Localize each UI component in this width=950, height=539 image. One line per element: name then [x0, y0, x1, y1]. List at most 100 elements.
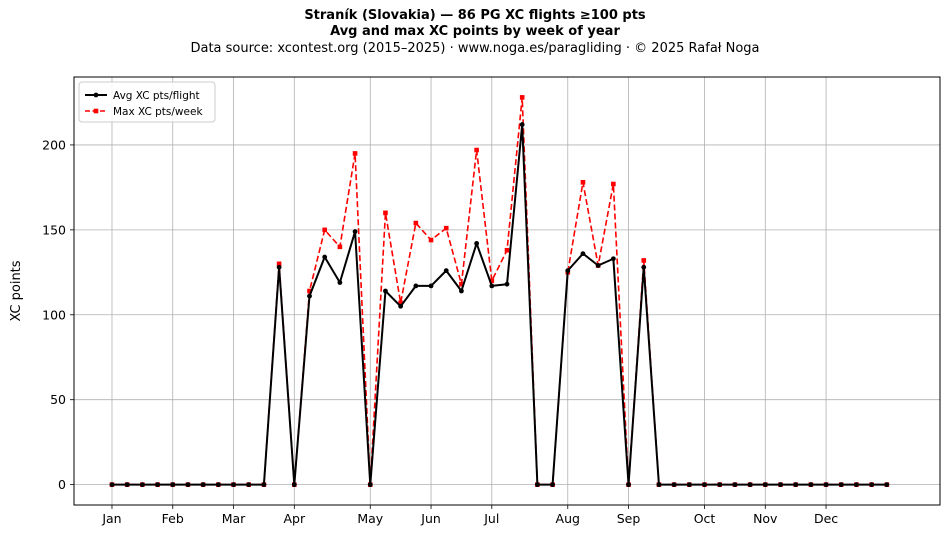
- data-point: [276, 261, 282, 267]
- data-point: [778, 482, 783, 488]
- data-point: [352, 229, 358, 234]
- data-point: [337, 244, 343, 250]
- x-tick-label: Jul: [483, 511, 499, 526]
- x-tick-label: Feb: [162, 511, 184, 526]
- data-point: [474, 241, 480, 246]
- data-point: [261, 482, 267, 488]
- series-avg: [109, 122, 890, 488]
- data-point: [443, 268, 449, 274]
- data-point: [580, 251, 586, 257]
- data-point: [459, 281, 464, 287]
- x-tick-label: Sep: [617, 511, 641, 526]
- chart-subtitle: Avg and max XC points by week of year: [330, 24, 620, 39]
- data-point: [504, 281, 510, 287]
- data-point: [717, 482, 723, 488]
- data-point: [611, 181, 616, 187]
- data-point: [854, 482, 859, 488]
- data-point: [686, 482, 692, 488]
- data-point: [443, 225, 449, 231]
- data-point: [185, 482, 191, 488]
- x-axis: Jan Feb Mar Apr May Jun Jul Aug Sep Oct Nov Dec: [101, 505, 838, 526]
- data-point: [838, 482, 844, 488]
- data-point: [307, 293, 312, 299]
- data-point: [428, 237, 434, 243]
- x-tick-label: May: [357, 511, 383, 526]
- data-point: [139, 482, 145, 488]
- data-point: [307, 288, 312, 294]
- x-tick-label: Mar: [222, 511, 246, 526]
- data-point: [352, 151, 358, 156]
- data-point: [732, 482, 738, 488]
- data-point: [823, 482, 829, 488]
- data-point: [155, 482, 160, 488]
- data-point: [641, 264, 647, 270]
- x-tick-label: Aug: [556, 511, 580, 526]
- data-point: [383, 210, 388, 216]
- data-point: [200, 482, 206, 488]
- legend-label: Max XC pts/week: [113, 106, 203, 118]
- data-point: [808, 482, 814, 488]
- data-point: [504, 247, 510, 253]
- data-point: [291, 482, 297, 488]
- title-block: Straník (Slovakia) — 86 PG XC flights ≥1…: [0, 8, 950, 58]
- series-group: [109, 95, 890, 488]
- data-point: [398, 303, 404, 309]
- data-point: [641, 258, 647, 263]
- data-point: [413, 220, 419, 226]
- x-tick-label: Dec: [814, 511, 838, 526]
- chart-title: Straník (Slovakia) — 86 PG XC flights ≥1…: [304, 8, 646, 23]
- data-point: [884, 482, 890, 488]
- data-point: [595, 263, 601, 268]
- data-point: [276, 264, 282, 270]
- legend-marker: [93, 108, 99, 114]
- data-point: [550, 482, 555, 488]
- data-point: [383, 288, 388, 294]
- data-point: [519, 122, 525, 127]
- y-tick-label: 50: [50, 392, 66, 407]
- data-point: [322, 227, 327, 233]
- y-tick-label: 200: [42, 137, 66, 152]
- legend-marker: [93, 92, 99, 98]
- data-point: [246, 482, 252, 488]
- data-point: [626, 482, 631, 488]
- data-point: [398, 300, 403, 306]
- data-point: [869, 482, 875, 488]
- y-tick-label: 0: [58, 477, 66, 492]
- data-source-note: Data source: xcontest.org (2015–2025) · …: [190, 41, 760, 56]
- y-tick-label: 150: [42, 222, 66, 237]
- data-point: [428, 283, 434, 289]
- data-point: [124, 482, 130, 488]
- data-point: [109, 482, 115, 488]
- data-point: [367, 482, 373, 488]
- data-point: [793, 482, 799, 488]
- x-tick-label: Jan: [101, 511, 121, 526]
- data-point: [747, 482, 753, 488]
- data-point: [459, 288, 464, 294]
- data-point: [671, 482, 677, 488]
- plot-frame: [73, 76, 941, 506]
- data-point: [170, 482, 176, 488]
- series-line: [111, 123, 887, 486]
- data-point: [337, 280, 343, 285]
- legend-label: Avg XC pts/flight: [113, 90, 200, 102]
- x-tick-label: Oct: [694, 511, 716, 526]
- data-point: [702, 482, 707, 488]
- data-point: [474, 147, 479, 153]
- data-point: [489, 283, 495, 289]
- y-axis-label: XC points: [9, 260, 24, 321]
- data-point: [656, 482, 662, 488]
- legend: Avg XC pts/flight Max XC pts/week: [78, 81, 216, 123]
- data-point: [610, 256, 616, 262]
- y-axis: 0 50 100 150 200: [42, 137, 74, 492]
- x-tick-label: Apr: [283, 511, 305, 526]
- data-point: [565, 268, 571, 274]
- grid-lines: [74, 77, 940, 505]
- x-tick-label: Nov: [753, 511, 778, 526]
- data-point: [580, 180, 586, 185]
- data-point: [322, 254, 328, 260]
- data-point: [231, 482, 236, 488]
- series-line: [111, 96, 887, 486]
- data-point: [215, 482, 221, 488]
- legend-box: [78, 81, 216, 123]
